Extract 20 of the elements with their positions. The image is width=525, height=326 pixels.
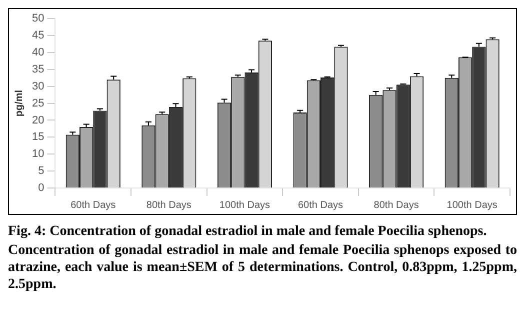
x-tick-label: 60th Days — [298, 200, 344, 211]
y-tick-label: 5 — [38, 165, 44, 178]
x-tick-label: 60th Days — [70, 200, 116, 211]
x-tick-label: 100th Days — [446, 200, 498, 211]
caption: Fig. 4: Concentration of gonadal estradiol in male and female Poecilia sphenops. — [8, 223, 488, 240]
x-tick-label: 100th Days — [219, 200, 270, 211]
y-axis-title: pg/ml — [14, 90, 25, 117]
text: Concentration of gonadal estradiol in male and female Poecilia sphenops exposed to atrazine, each value is mean±SEM of 5 determinations. Control, 0.83ppm, 1.25ppm, 2.5ppm. — [8, 242, 517, 293]
y-tick-label: 45 — [32, 30, 44, 42]
y-tick-label: 25 — [32, 97, 44, 110]
y-tick-label: 35 — [32, 63, 44, 76]
x-tick-label: 80th Days — [146, 200, 192, 211]
y-tick-label: 0 — [38, 182, 44, 194]
y-tick-label: 20 — [32, 114, 44, 126]
y-tick-label: 30 — [32, 80, 44, 92]
y-tick-label: 15 — [32, 131, 44, 144]
y-tick-label: 40 — [32, 46, 44, 59]
y-tick-label: 50 — [32, 12, 44, 25]
x-tick-label: 80th Days — [374, 200, 419, 211]
y-tick-label: 10 — [32, 148, 44, 160]
